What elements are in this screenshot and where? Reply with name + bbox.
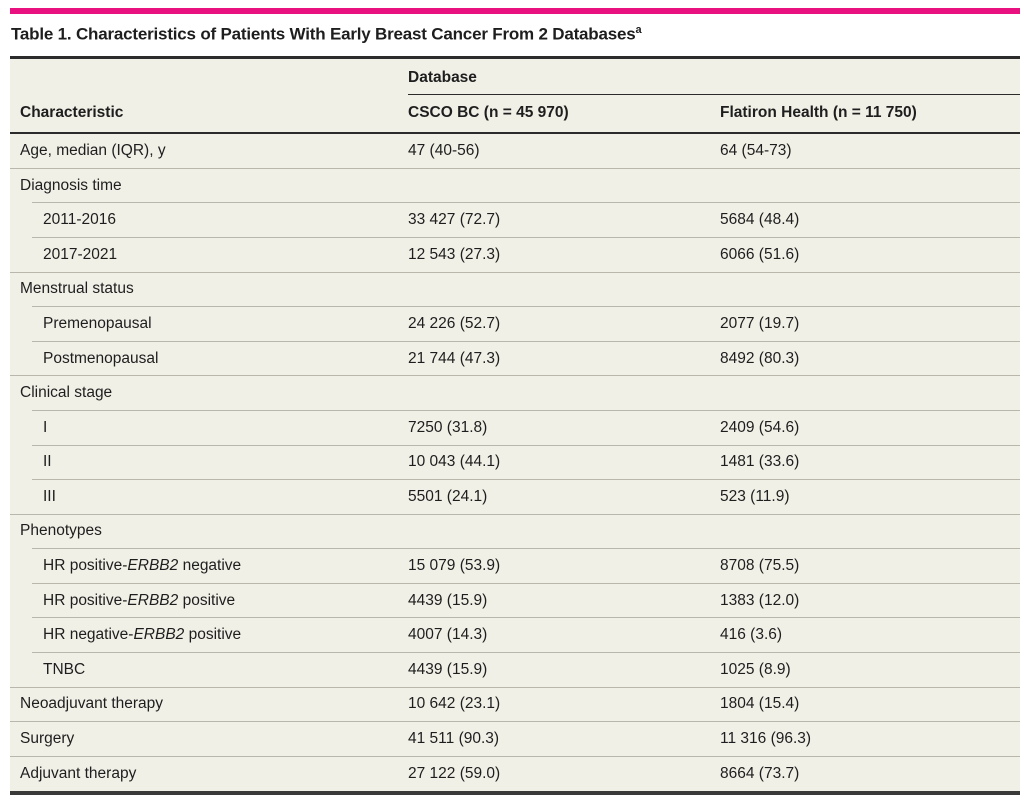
table-title-footnote-marker: a <box>635 24 642 36</box>
csco-value-cell: 41 511 (90.3) <box>408 730 500 748</box>
row-label: Surgery <box>20 730 75 748</box>
flatiron-value-cell: 1383 (12.0) <box>720 591 800 609</box>
section-label: Clinical stage <box>20 384 113 402</box>
row-label: II <box>43 453 52 471</box>
row-label: I <box>43 418 48 436</box>
csco-value-cell: 4439 (15.9) <box>408 591 488 609</box>
table-row: Postmenopausal 21 744 (47.3) 8492 (80.3) <box>10 340 1020 376</box>
row-label: HR positive-ERBB2 positive <box>43 591 236 609</box>
flatiron-value-cell: 416 (3.6) <box>720 626 783 644</box>
table-title-text: Table 1. Characteristics of Patients Wit… <box>11 24 636 44</box>
row-label: Neoadjuvant therapy <box>20 695 164 713</box>
csco-value-cell: 24 226 (52.7) <box>408 314 501 332</box>
csco-value-cell: 12 543 (27.3) <box>408 245 501 263</box>
flatiron-value-cell: 1025 (8.9) <box>720 660 791 678</box>
table-row: II 10 043 (44.1) 1481 (33.6) <box>10 444 1020 480</box>
table-row: TNBC 4439 (15.9) 1025 (8.9) <box>10 652 1020 688</box>
table-row: Adjuvant therapy 27 122 (59.0) 8664 (73.7) <box>10 755 1020 791</box>
section-label: Menstrual status <box>20 280 134 298</box>
table-1: Database Characteristic CSCO BC (n = 45 … <box>10 55 1020 795</box>
table-row: 2011-2016 33 427 (72.7) 5684 (48.4) <box>10 202 1020 238</box>
flatiron-value-cell: 523 (11.9) <box>720 487 790 505</box>
table-row: Neoadjuvant therapy 10 642 (23.1) 1804 (15… <box>10 686 1020 722</box>
csco-value-cell: 4007 (14.3) <box>408 626 488 644</box>
csco-value-cell: 33 427 (72.7) <box>408 211 501 229</box>
journal-accent-bar <box>10 8 1020 14</box>
section-label: Diagnosis time <box>20 176 122 194</box>
csco-value-cell: 7250 (31.8) <box>408 418 488 436</box>
section-header-row: Menstrual status <box>10 271 1020 307</box>
table-row: I 7250 (31.8) 2409 (54.6) <box>10 409 1020 445</box>
spanner-label: Database <box>408 68 477 86</box>
row-label: 2011-2016 <box>43 211 116 229</box>
flatiron-value-cell: 2409 (54.6) <box>720 418 800 436</box>
table-body: Age, median (IQR), y 47 (40-56) 64 (54-73)… <box>10 134 1020 791</box>
table-row: Surgery 41 511 (90.3) 11 316 (96.3) <box>10 721 1020 757</box>
csco-value-cell: 15 079 (53.9) <box>408 557 501 575</box>
table-row: Age, median (IQR), y 47 (40-56) 64 (54-73) <box>10 134 1020 169</box>
csco-value-cell: 10 043 (44.1) <box>408 453 501 471</box>
csco-value-cell: 47 (40-56) <box>408 141 480 159</box>
table-row: III 5501 (24.1) 523 (11.9) <box>10 479 1020 515</box>
row-label: HR positive-ERBB2 negative <box>43 557 242 575</box>
flatiron-value-cell: 2077 (19.7) <box>720 314 800 332</box>
table-row: Premenopausal 24 226 (52.7) 2077 (19.7) <box>10 306 1020 342</box>
column-header-flatiron: Flatiron Health (n = 11 750) <box>720 104 917 122</box>
row-label: 2017-2021 <box>43 245 118 263</box>
row-label: Premenopausal <box>43 314 152 332</box>
column-header-characteristic: Characteristic <box>20 104 124 122</box>
column-header-row: Characteristic CSCO BC (n = 45 970) Flat… <box>10 95 1020 134</box>
row-label: Adjuvant therapy <box>20 764 137 782</box>
flatiron-value-cell: 11 316 (96.3) <box>720 730 812 748</box>
csco-value-cell: 4439 (15.9) <box>408 660 488 678</box>
table-row: HR positive-ERBB2 negative 15 079 (53.9) 8… <box>10 548 1020 584</box>
row-label: HR negative-ERBB2 positive <box>43 626 242 644</box>
flatiron-value-cell: 8708 (75.5) <box>720 557 800 575</box>
row-label: Age, median (IQR), y <box>20 141 166 159</box>
table-row: HR positive-ERBB2 positive 4439 (15.9) 138… <box>10 582 1020 618</box>
row-label: Postmenopausal <box>43 349 159 367</box>
row-label: III <box>43 487 56 505</box>
table-row: 2017-2021 12 543 (27.3) 6066 (51.6) <box>10 236 1020 272</box>
article-table-page: Table 1. Characteristics of Patients Wit… <box>10 8 1020 795</box>
table-title: Table 1. Characteristics of Patients Wit… <box>10 14 1020 56</box>
flatiron-value-cell: 8664 (73.7) <box>720 764 800 782</box>
flatiron-value-cell: 1481 (33.6) <box>720 453 800 471</box>
flatiron-value-cell: 64 (54-73) <box>720 141 792 159</box>
csco-value-cell: 21 744 (47.3) <box>408 349 501 367</box>
flatiron-value-cell: 8492 (80.3) <box>720 349 800 367</box>
column-header-csco: CSCO BC (n = 45 970) <box>408 104 569 122</box>
row-label: TNBC <box>43 660 86 678</box>
section-label: Phenotypes <box>20 522 102 540</box>
flatiron-value-cell: 6066 (51.6) <box>720 245 800 263</box>
flatiron-value-cell: 5684 (48.4) <box>720 211 800 229</box>
section-header-row: Clinical stage <box>10 375 1020 411</box>
table-row: HR negative-ERBB2 positive 4007 (14.3) 416… <box>10 617 1020 653</box>
section-header-row: Phenotypes <box>10 513 1020 549</box>
csco-value-cell: 5501 (24.1) <box>408 487 488 505</box>
section-header-row: Diagnosis time <box>10 167 1020 203</box>
spanner-row: Database <box>408 59 1020 95</box>
csco-value-cell: 10 642 (23.1) <box>408 695 501 713</box>
flatiron-value-cell: 1804 (15.4) <box>720 695 800 713</box>
csco-value-cell: 27 122 (59.0) <box>408 764 501 782</box>
